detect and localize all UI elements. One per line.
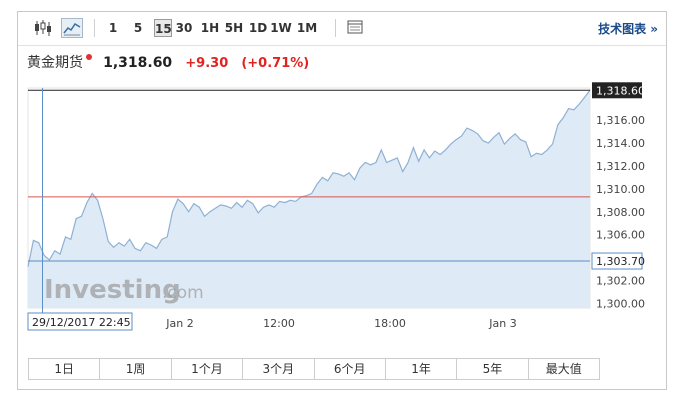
range-button-5[interactable]: 1年 — [386, 359, 458, 379]
interval-button-1h[interactable]: 1H — [200, 21, 220, 35]
x-tick-label: Jan 2 — [165, 317, 193, 330]
price-area-fill — [28, 90, 590, 308]
y-tick-label: 1,302.00 — [596, 275, 645, 288]
quote-header: 黄金期货 1,318.60 +9.30 (+0.71%) — [27, 52, 309, 72]
advanced-chart-link[interactable]: 技术图表 » — [598, 22, 658, 36]
y-tick-label: 1,310.00 — [596, 183, 645, 196]
crosshair-time-badge — [27, 312, 133, 331]
x-tick-label: 18:00 — [374, 317, 406, 330]
price-change-percent: (+0.71%) — [241, 56, 310, 71]
table-view-icon[interactable] — [345, 18, 367, 38]
interval-button-1d[interactable]: 1D — [248, 21, 268, 35]
toolbar: 1 5 15 30 1H 5H 1D 1W 1M 技术图表 » — [18, 12, 666, 44]
interval-button-5[interactable]: 5 — [133, 21, 143, 35]
range-button-6[interactable]: 5年 — [457, 359, 529, 379]
toolbar-divider — [94, 19, 95, 37]
crosshair-price-label: 1,303.70 — [596, 255, 645, 268]
crosshair-time-label: 29/12/2017 22:45 — [32, 316, 131, 329]
crosshair-price-badge — [591, 252, 643, 270]
x-tick-label: 12:00 — [263, 317, 295, 330]
y-tick-label: 1,300.00 — [596, 297, 645, 310]
candlestick-chart-icon[interactable] — [32, 18, 54, 38]
price-line — [27, 89, 591, 267]
range-button-7[interactable]: 最大值 — [545, 362, 582, 376]
interval-button-30[interactable]: 30 — [175, 21, 193, 35]
range-button-4[interactable]: 6个月 — [315, 359, 386, 379]
interval-button-1[interactable]: 1 — [108, 21, 118, 35]
live-indicator-icon — [86, 54, 92, 60]
header-divider — [18, 45, 666, 46]
last-price: 1,318.60 — [103, 55, 173, 71]
investing-watermark-suffix: .com — [162, 283, 204, 303]
instrument-name: 黄金期货 — [27, 55, 83, 71]
y-tick-label: 1,314.00 — [596, 137, 645, 150]
range-button-3[interactable]: 3个月 — [243, 359, 315, 379]
price-chart[interactable]: Investing.com 1,318.60 1,316.00 1,314.00 1,3… — [18, 12, 666, 389]
y-tick-label: 1,316.00 — [596, 114, 645, 127]
y-tick-label: 1,306.00 — [596, 229, 645, 242]
range-button-0[interactable]: 1日 — [29, 359, 101, 379]
investing-watermark-logo: Investing — [44, 275, 181, 305]
range-button-2[interactable]: 1个月 — [172, 359, 244, 379]
interval-button-1w[interactable]: 1W — [270, 21, 292, 35]
y-tick-label: 1,312.00 — [596, 160, 645, 173]
x-tick-label: Jan 3 — [488, 317, 516, 330]
chart-widget: 1 5 15 30 1H 5H 1D 1W 1M 技术图表 » 黄金期货 1,318.60 +9… — [17, 11, 667, 390]
price-change: +9.30 — [185, 56, 229, 71]
y-tick-label: 1,308.00 — [596, 206, 645, 219]
y-tick-label: 1,318.60 — [596, 84, 645, 97]
interval-button-5h[interactable]: 5H — [224, 21, 244, 35]
range-button-1[interactable]: 1周 — [100, 359, 172, 379]
interval-button-15[interactable]: 15 — [154, 19, 172, 37]
time-range-selector: 1日 1周 1个月 3个月 6个月 1年 5年 最大值 — [28, 358, 600, 380]
interval-button-1m[interactable]: 1M — [296, 21, 318, 35]
last-price-badge — [592, 82, 642, 99]
line-chart-icon[interactable] — [61, 18, 83, 38]
toolbar-divider — [335, 19, 336, 37]
